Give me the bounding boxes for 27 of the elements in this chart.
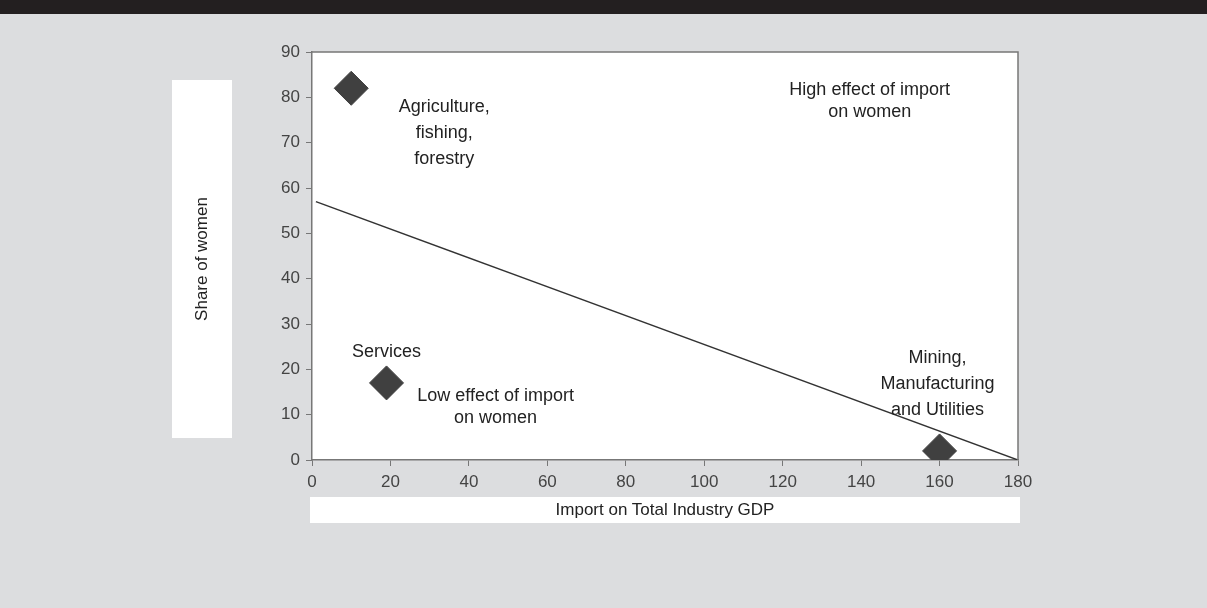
y-tick-label: 20 <box>281 359 300 379</box>
y-tick-label: 70 <box>281 132 300 152</box>
x-tick-label: 0 <box>307 471 317 491</box>
x-tick-label: 40 <box>459 471 479 491</box>
y-tick-label: 50 <box>281 223 300 243</box>
y-tick-label: 90 <box>281 41 300 61</box>
annotation: Agriculture, fishing, forestry <box>398 96 490 169</box>
y-tick-label: 60 <box>281 177 300 197</box>
x-tick-label: 120 <box>768 471 797 491</box>
annotation: Mining, Manufacturing and Utilities <box>880 346 995 419</box>
x-tick-label: 60 <box>537 471 557 491</box>
y-tick-label: 10 <box>281 404 300 424</box>
x-tick-label: 80 <box>616 471 636 491</box>
annotation: Services <box>352 340 422 361</box>
x-tick-label: 100 <box>690 471 719 491</box>
x-tick-label: 140 <box>846 471 876 491</box>
x-axis-title: Import on Total Industry GDP <box>555 499 775 519</box>
y-tick-label: 40 <box>281 268 300 288</box>
y-tick-label: 30 <box>281 313 300 333</box>
x-tick-label: 20 <box>380 471 400 491</box>
annotation: High effect of import on women <box>789 78 951 121</box>
y-axis-title: Share of women <box>191 197 211 321</box>
y-tick-label: 80 <box>281 87 300 107</box>
x-tick-label: 160 <box>925 471 954 491</box>
x-tick-label: 180 <box>1003 471 1033 491</box>
y-tick-label: 0 <box>290 449 300 469</box>
annotation: Low effect of import on women <box>417 384 574 427</box>
